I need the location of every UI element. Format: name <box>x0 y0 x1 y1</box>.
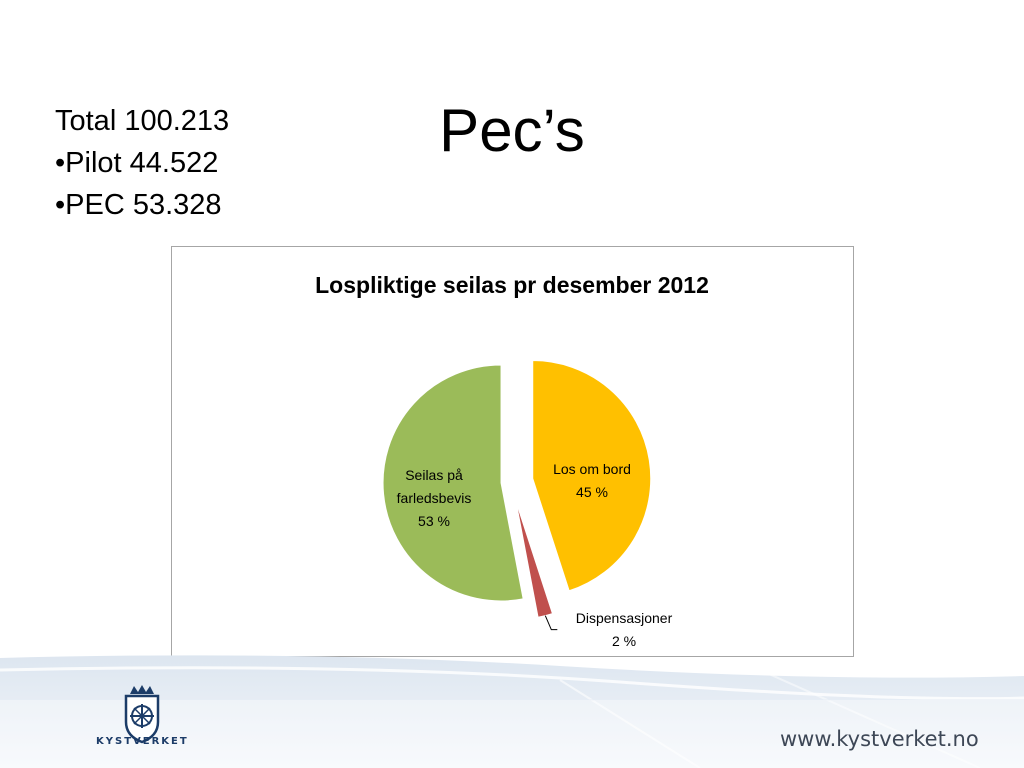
stat-pec: •PEC 53.328 <box>55 189 222 221</box>
chart-frame: Lospliktige seilas pr desember 2012 Los … <box>171 246 854 657</box>
pie-slice-los-om-bord <box>532 360 652 592</box>
stat-total: Total 100.213 <box>55 105 230 137</box>
stats-list: Total 100.213 •Pilot 44.522 •PEC 53.328 <box>55 100 229 226</box>
slide-title: Pec’s <box>439 97 585 164</box>
pie-chart: Lospliktige seilas pr desember 2012 Los … <box>315 272 709 649</box>
data-label-seilas-label: farledsbevis <box>397 490 472 506</box>
data-label-dispensasjoner-label: Dispensasjoner <box>576 610 673 626</box>
chart-title: Lospliktige seilas pr desember 2012 <box>315 272 709 298</box>
data-label-dispensasjoner-value: 2 % <box>612 633 636 649</box>
data-label-seilas-value: 53 % <box>418 513 450 529</box>
stat-pilot: •Pilot 44.522 <box>55 147 219 179</box>
kystverket-logo-icon <box>124 685 160 744</box>
footer-band <box>0 655 1024 768</box>
website-url: www.kystverket.no <box>780 727 979 751</box>
data-label-los-om-bord-label: Los om bord <box>553 461 631 477</box>
data-label-seilas-label: Seilas på <box>405 467 463 483</box>
pie-slice-seilas-p-farledsbevis <box>382 364 524 602</box>
logo-wordmark: KYSTVERKET <box>96 736 189 747</box>
data-label-los-om-bord-value: 45 % <box>576 484 608 500</box>
leader-line-dispensasjoner <box>544 615 558 631</box>
